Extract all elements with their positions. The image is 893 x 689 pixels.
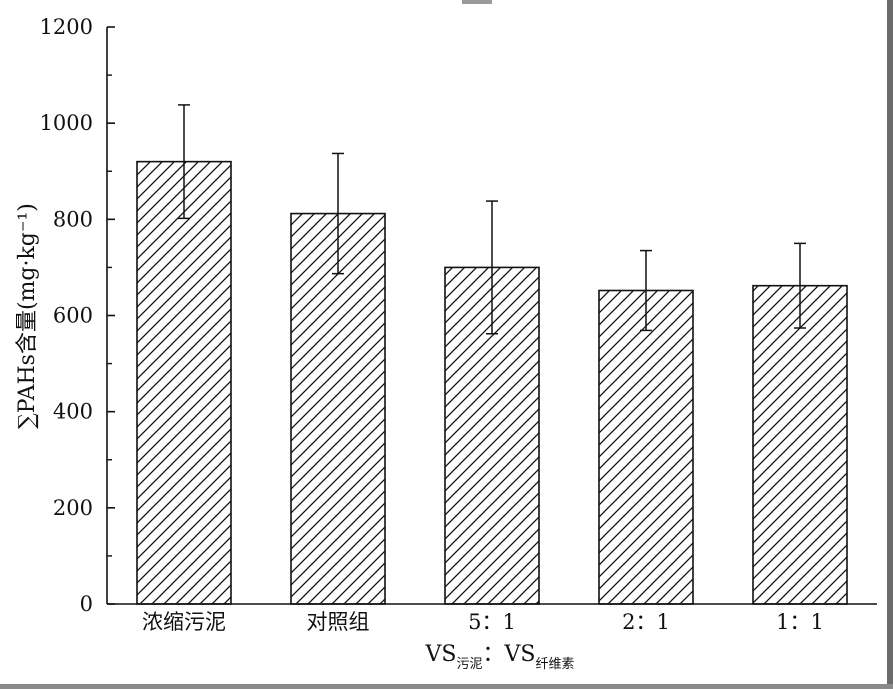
- y-axis-title: ∑PAHs含量(mg·kg⁻¹): [15, 203, 40, 429]
- x-tick-labels-group: 浓缩污泥 对照组 5：1 2：1 1：1: [142, 610, 824, 634]
- bar-3: [598, 289, 694, 605]
- bar-4: [752, 284, 848, 605]
- x-axis-title-sep: ：: [482, 642, 504, 667]
- x-tick-label-4: 1：1: [776, 610, 824, 634]
- y-tick-label-2: 400: [53, 400, 93, 424]
- frame-edge-bottom: [0, 684, 893, 689]
- y-tick-label-0: 0: [80, 592, 93, 616]
- frame-edge-right: [887, 0, 893, 689]
- x-axis-title-sub1: 污泥: [456, 657, 482, 672]
- bar-0: [136, 160, 232, 605]
- y-tick-label-1: 200: [53, 496, 93, 520]
- y-tick-label-3: 600: [53, 304, 93, 328]
- x-tick-label-1: 对照组: [307, 610, 370, 634]
- x-tick-label-3: 2：1: [622, 610, 670, 634]
- y-tick-label-4: 800: [53, 207, 93, 231]
- bar-1: [290, 212, 386, 605]
- x-axis-title-sub2: 纤维素: [535, 657, 574, 672]
- error-bars-group: [178, 104, 806, 335]
- x-axis-title: VS污泥：VS纤维素: [425, 642, 575, 672]
- x-axis-title-vs2: VS: [504, 642, 536, 667]
- x-axis-title-vs1: VS: [425, 642, 457, 667]
- y-tick-label-6: 1200: [40, 15, 93, 39]
- y-ticks-group: 0 200 400 600 800 1000 1200: [40, 15, 115, 616]
- x-tick-label-0: 浓缩污泥: [142, 610, 226, 634]
- y-tick-label-5: 1000: [40, 111, 93, 135]
- frame-edge-top: [462, 0, 492, 4]
- x-tick-label-2: 5：1: [468, 610, 516, 634]
